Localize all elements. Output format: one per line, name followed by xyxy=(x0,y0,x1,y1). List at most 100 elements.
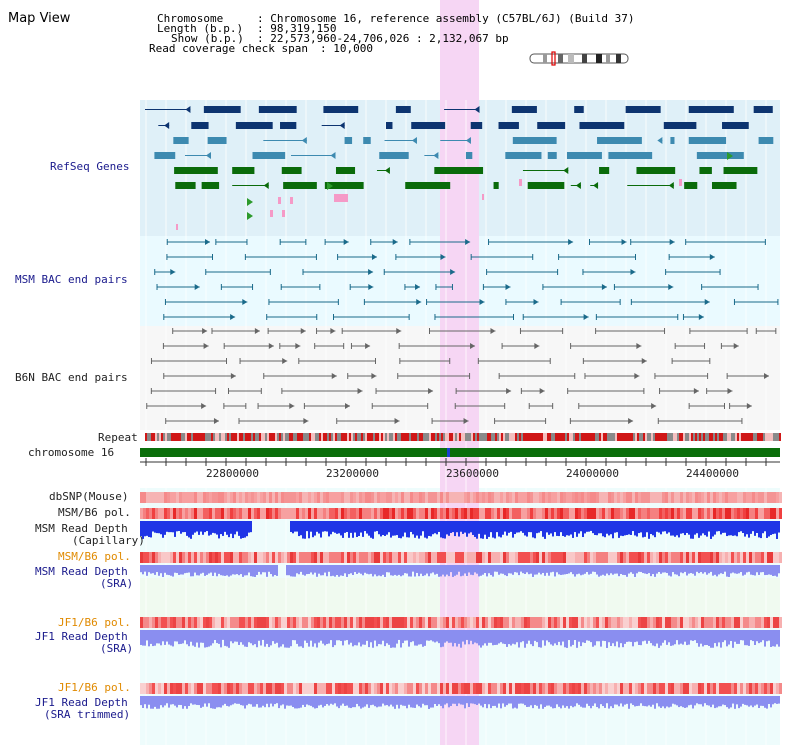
heat-cell xyxy=(581,683,584,694)
depth-bar xyxy=(468,521,470,534)
heat-cell xyxy=(740,617,743,628)
heat-cell xyxy=(392,683,395,694)
heat-cell xyxy=(347,508,350,519)
gene-exon xyxy=(670,137,675,144)
heat-cell xyxy=(314,508,317,519)
heat-cell xyxy=(563,552,566,563)
repeat-block xyxy=(627,433,629,441)
heat-cell xyxy=(395,683,398,694)
depth-bar xyxy=(202,630,204,643)
depth-bar xyxy=(452,565,454,577)
heat-cell xyxy=(686,552,689,563)
depth-bar xyxy=(528,630,530,641)
heat-cell xyxy=(575,492,578,503)
heat-cell xyxy=(629,492,632,503)
depth-bar xyxy=(242,521,244,538)
bac-end-arrow xyxy=(450,269,456,275)
depth-bar xyxy=(152,696,154,709)
depth-bar xyxy=(670,521,672,536)
depth-bar xyxy=(188,521,190,538)
depth-bar xyxy=(142,630,144,646)
heat-cell xyxy=(605,508,608,519)
repeat-block xyxy=(201,433,203,441)
depth-bar xyxy=(488,565,490,574)
heat-cell xyxy=(425,508,428,519)
depth-bar xyxy=(472,696,474,704)
heat-cell xyxy=(320,508,323,519)
depth-bar xyxy=(760,565,762,573)
depth-bar xyxy=(326,696,328,705)
heat-cell xyxy=(725,552,728,563)
heat-cell xyxy=(668,492,671,503)
repeat-block xyxy=(379,433,381,441)
heat-cell xyxy=(587,552,590,563)
depth-bar xyxy=(248,630,250,643)
depth-bar xyxy=(750,630,752,641)
depth-bar xyxy=(482,521,484,539)
heat-cell xyxy=(677,508,680,519)
depth-bar xyxy=(314,565,316,573)
depth-bar xyxy=(172,521,174,533)
heat-cell xyxy=(638,508,641,519)
depth-bar xyxy=(396,565,398,576)
heat-cell xyxy=(152,617,155,628)
repeat-block xyxy=(681,433,683,441)
depth-bar xyxy=(680,565,682,573)
depth-bar xyxy=(564,521,566,537)
heat-cell xyxy=(212,508,215,519)
heat-cell xyxy=(401,683,404,694)
heat-cell xyxy=(263,617,266,628)
depth-bar xyxy=(500,565,502,574)
heat-cell xyxy=(713,617,716,628)
depth-bar xyxy=(564,630,566,648)
depth-bar xyxy=(628,521,630,535)
depth-bar xyxy=(260,565,262,575)
depth-bar xyxy=(246,565,248,576)
heat-cell xyxy=(458,508,461,519)
repeat-block xyxy=(535,433,537,441)
depth-bar xyxy=(262,630,264,640)
heat-cell xyxy=(473,508,476,519)
heat-cell xyxy=(587,492,590,503)
depth-bar xyxy=(414,630,416,646)
heat-cell xyxy=(368,508,371,519)
repeat-block xyxy=(157,433,159,441)
depth-bar xyxy=(358,521,360,536)
heat-cell xyxy=(578,508,581,519)
depth-bar xyxy=(758,630,760,644)
depth-bar xyxy=(398,630,400,640)
heat-cell xyxy=(641,552,644,563)
heat-cell xyxy=(251,492,254,503)
heat-cell xyxy=(695,683,698,694)
depth-bar xyxy=(646,565,648,575)
heat-cell xyxy=(494,552,497,563)
depth-bar xyxy=(216,521,218,535)
depth-bar xyxy=(182,565,184,575)
msm-depth-sra-sub: (SRA) xyxy=(100,577,134,590)
heat-cell xyxy=(320,683,323,694)
repeat-block xyxy=(233,433,235,441)
depth-bar xyxy=(518,696,520,704)
repeat-block xyxy=(319,433,321,441)
heat-cell xyxy=(677,617,680,628)
depth-bar xyxy=(258,696,260,708)
heat-cell xyxy=(548,552,551,563)
depth-bar xyxy=(654,696,656,709)
depth-bar xyxy=(164,630,166,645)
repeat-block xyxy=(195,433,197,441)
repeat-block xyxy=(349,433,351,441)
depth-bar xyxy=(302,630,304,648)
repeat-block xyxy=(775,433,777,441)
repeat-block xyxy=(403,433,405,441)
depth-bar xyxy=(224,521,226,532)
depth-bar xyxy=(512,521,514,538)
depth-bar xyxy=(142,565,144,575)
repeat-block xyxy=(533,433,535,441)
depth-bar xyxy=(338,521,340,534)
depth-bar xyxy=(296,521,298,532)
depth-bar xyxy=(342,630,344,646)
b6n-bac-label: B6N BAC end pairs xyxy=(15,371,128,384)
bac-end-arrow xyxy=(394,418,400,424)
depth-bar xyxy=(704,696,706,704)
